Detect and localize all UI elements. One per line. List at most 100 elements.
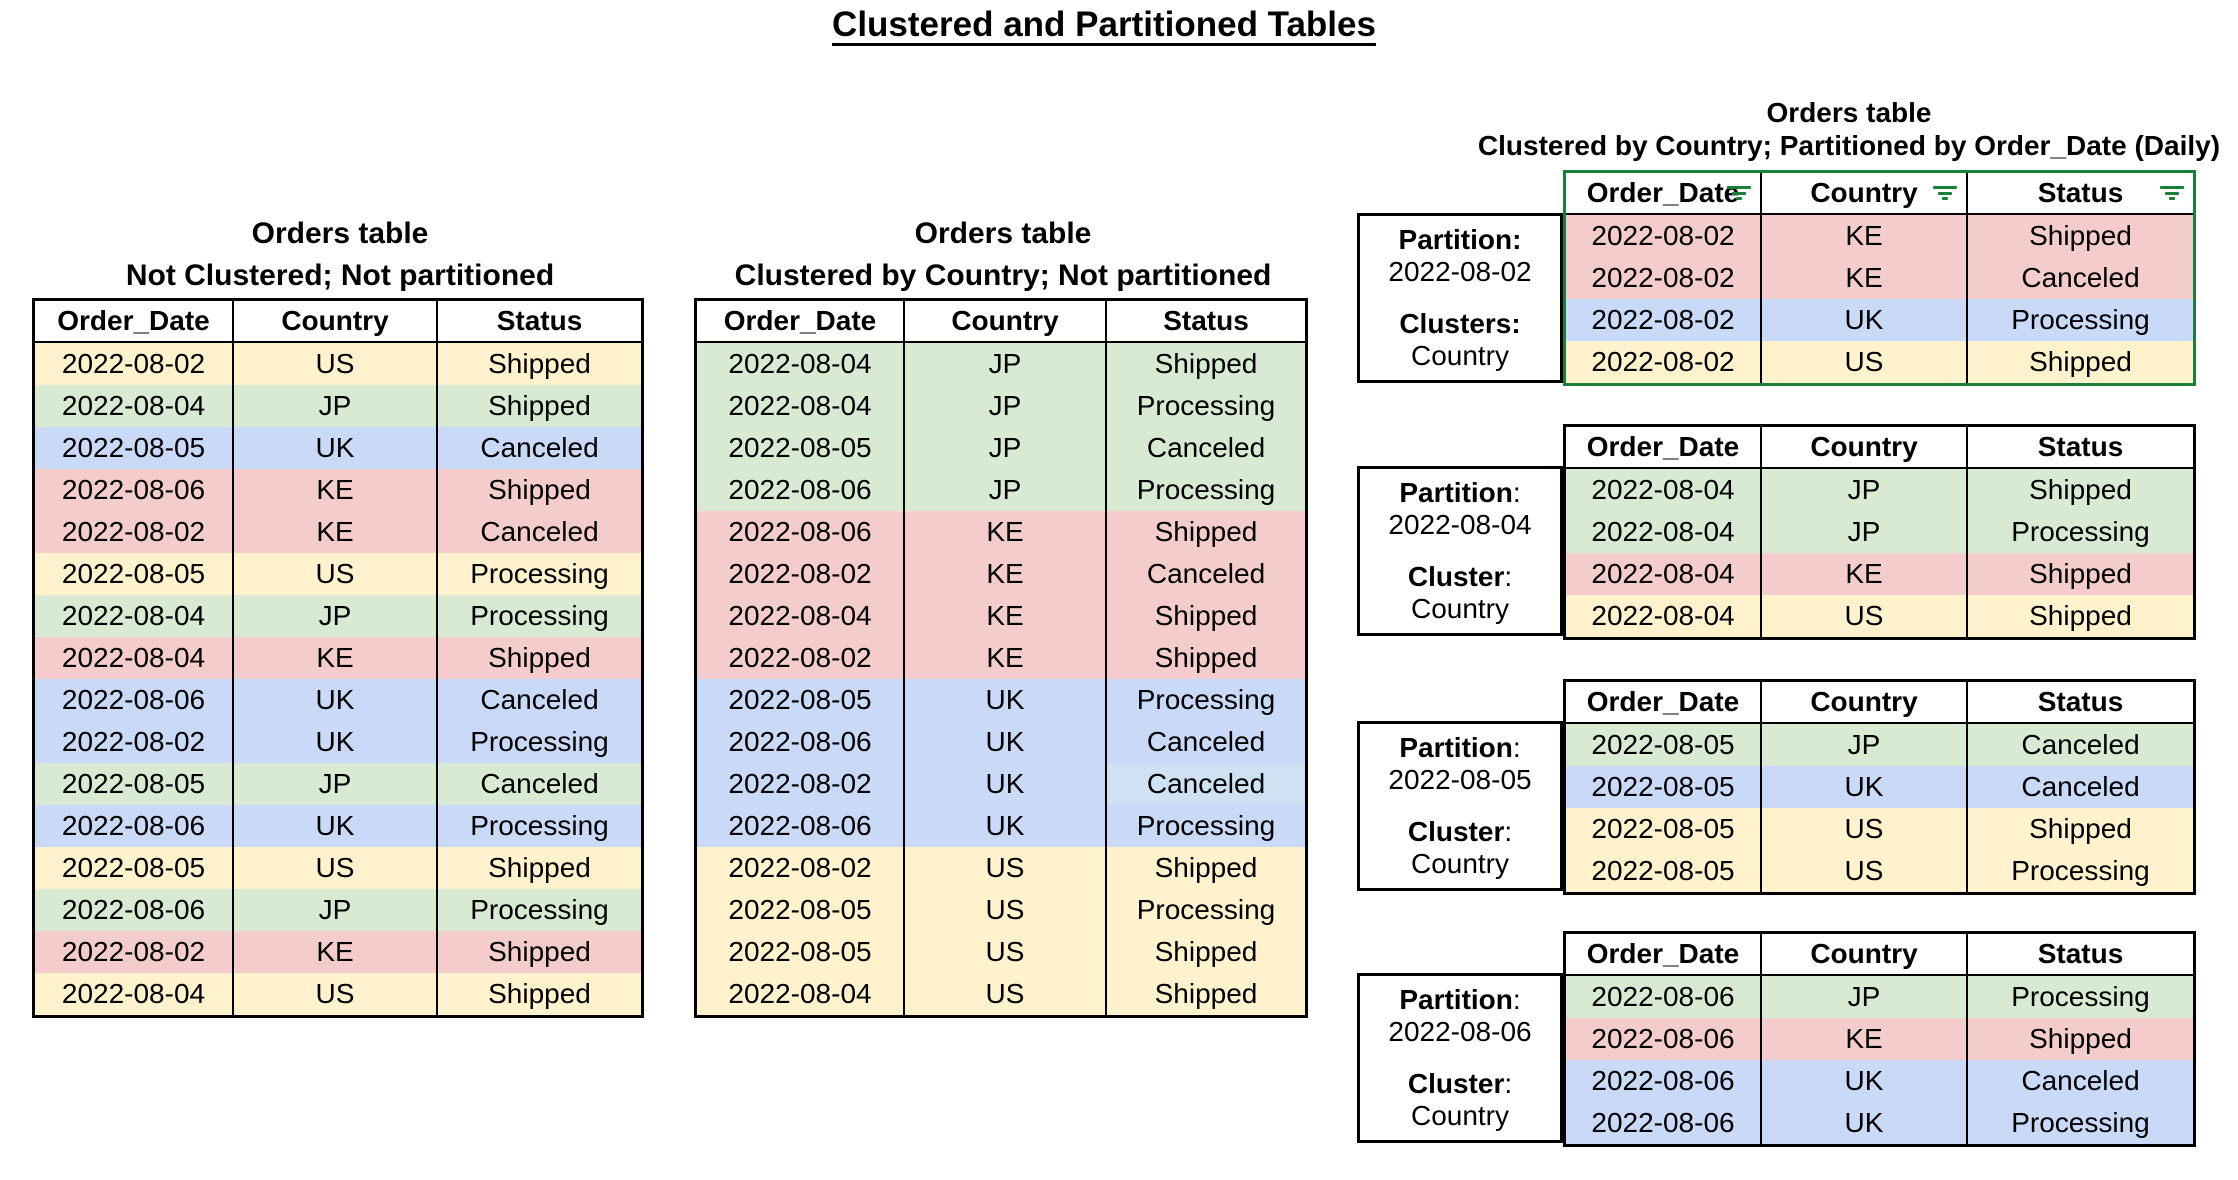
- order-date-cell: 2022-08-05: [1566, 766, 1760, 808]
- order-date-cell: 2022-08-06: [697, 469, 903, 511]
- status-cell: Processing: [1966, 976, 2193, 1018]
- partition-label-heading: Partition:: [1399, 477, 1521, 508]
- status-cell: Processing: [1966, 511, 2193, 553]
- table-body: 2022-08-04 JP Shipped 2022-08-04 JP Processin…: [697, 343, 1305, 1015]
- partition-date: 2022-08-02: [1388, 256, 1532, 287]
- status-cell: Canceled: [1105, 427, 1305, 469]
- country-cell: JP: [1760, 511, 1966, 553]
- status-cell: Canceled: [1105, 763, 1305, 805]
- status-cell: Shipped: [1966, 553, 2193, 595]
- country-cell: UK: [232, 805, 436, 847]
- column-header-status: Status: [1966, 173, 2193, 213]
- table-row: 2022-08-05 JP Canceled: [697, 427, 1305, 469]
- country-cell: JP: [1760, 976, 1966, 1018]
- table-row: 2022-08-04 US Shipped: [697, 973, 1305, 1015]
- status-cell: Canceled: [1966, 1060, 2193, 1102]
- orders-table-not-clustered: Order_Date Country Status 2022-08-02 US Sh…: [32, 298, 644, 1018]
- table-row: 2022-08-05 JP Canceled: [35, 763, 641, 805]
- country-cell: JP: [232, 385, 436, 427]
- partition-date: 2022-08-04: [1388, 509, 1532, 540]
- table-body: 2022-08-02 KE Shipped 2022-08-02 KE Canceled 2…: [1566, 215, 2193, 383]
- status-cell: Shipped: [436, 847, 641, 889]
- order-date-cell: 2022-08-06: [697, 805, 903, 847]
- status-cell: Processing: [436, 721, 641, 763]
- filter-icon[interactable]: [1727, 186, 1751, 200]
- status-cell: Canceled: [1966, 257, 2193, 299]
- status-cell: Shipped: [1966, 595, 2193, 637]
- column-header-status: Status: [1966, 934, 2193, 974]
- status-cell: Shipped: [1105, 931, 1305, 973]
- country-cell: KE: [1760, 1018, 1966, 1060]
- table-row: 2022-08-06 JP Processing: [35, 889, 641, 931]
- table-row: 2022-08-05 US Shipped: [35, 847, 641, 889]
- filter-icon[interactable]: [2160, 186, 2184, 200]
- order-date-cell: 2022-08-02: [697, 847, 903, 889]
- table-row: 2022-08-05 JP Canceled: [1566, 724, 2193, 766]
- order-date-cell: 2022-08-04: [697, 343, 903, 385]
- status-cell: Shipped: [436, 469, 641, 511]
- order-date-cell: 2022-08-02: [35, 511, 232, 553]
- table-row: 2022-08-02 US Shipped: [1566, 341, 2193, 383]
- table-row: 2022-08-02 KE Shipped: [1566, 215, 2193, 257]
- table-body: 2022-08-02 US Shipped 2022-08-04 JP Shipped 20…: [35, 343, 641, 1015]
- order-date-cell: 2022-08-04: [697, 595, 903, 637]
- country-cell: UK: [1760, 299, 1966, 341]
- table-row: 2022-08-05 UK Processing: [697, 679, 1305, 721]
- country-cell: UK: [232, 427, 436, 469]
- status-cell: Shipped: [1966, 808, 2193, 850]
- country-cell: KE: [232, 931, 436, 973]
- partition-label-heading: Partition:: [1398, 224, 1522, 255]
- table-row: 2022-08-04 US Shipped: [35, 973, 641, 1015]
- order-date-cell: 2022-08-05: [697, 931, 903, 973]
- table-row: 2022-08-04 US Shipped: [1566, 595, 2193, 637]
- status-cell: Shipped: [1105, 973, 1305, 1015]
- country-cell: UK: [903, 721, 1105, 763]
- status-cell: Shipped: [1966, 469, 2193, 511]
- table-row: 2022-08-06 UK Processing: [697, 805, 1305, 847]
- table-row: 2022-08-05 US Processing: [35, 553, 641, 595]
- status-cell: Processing: [436, 553, 641, 595]
- status-cell: Shipped: [1105, 511, 1305, 553]
- order-date-cell: 2022-08-06: [1566, 1060, 1760, 1102]
- table-row: 2022-08-06 UK Canceled: [1566, 1060, 2193, 1102]
- order-date-cell: 2022-08-05: [1566, 724, 1760, 766]
- table-row: 2022-08-05 US Processing: [697, 889, 1305, 931]
- status-cell: Canceled: [1966, 766, 2193, 808]
- order-date-cell: 2022-08-06: [1566, 1018, 1760, 1060]
- status-cell: Processing: [1105, 679, 1305, 721]
- country-cell: JP: [903, 427, 1105, 469]
- partition-date: 2022-08-05: [1388, 764, 1532, 795]
- country-cell: UK: [903, 805, 1105, 847]
- status-cell: Processing: [1105, 469, 1305, 511]
- table-row: 2022-08-04 JP Processing: [697, 385, 1305, 427]
- left-table-title: Orders table: [251, 217, 429, 250]
- table-row: 2022-08-02 KE Canceled: [697, 553, 1305, 595]
- order-date-cell: 2022-08-05: [697, 889, 903, 931]
- order-date-cell: 2022-08-02: [35, 931, 232, 973]
- country-cell: JP: [232, 889, 436, 931]
- status-cell: Canceled: [1966, 724, 2193, 766]
- table-row: 2022-08-04 KE Shipped: [1566, 553, 2193, 595]
- status-cell: Canceled: [1105, 553, 1305, 595]
- table-row: 2022-08-04 JP Processing: [35, 595, 641, 637]
- country-cell: JP: [903, 469, 1105, 511]
- left-table-subtitle: Not Clustered; Not partitioned: [125, 259, 555, 292]
- column-header-country: Country: [1760, 427, 1966, 467]
- country-cell: KE: [232, 511, 436, 553]
- table-row: 2022-08-02 UK Canceled: [697, 763, 1305, 805]
- order-date-cell: 2022-08-05: [35, 847, 232, 889]
- order-date-cell: 2022-08-04: [1566, 595, 1760, 637]
- status-cell: Shipped: [436, 385, 641, 427]
- status-cell: Canceled: [436, 427, 641, 469]
- column-header-status: Status: [1966, 682, 2193, 722]
- country-cell: KE: [232, 637, 436, 679]
- column-header-country: Country: [1760, 934, 1966, 974]
- filter-icon[interactable]: [1933, 186, 1957, 200]
- country-cell: UK: [903, 679, 1105, 721]
- partition-label-2022-08-05: Partition: 2022-08-05 Cluster: Country: [1357, 721, 1563, 891]
- table-row: 2022-08-02 US Shipped: [697, 847, 1305, 889]
- status-cell: Processing: [1105, 385, 1305, 427]
- middle-table-subtitle: Clustered by Country; Not partitioned: [734, 259, 1272, 292]
- country-cell: US: [903, 847, 1105, 889]
